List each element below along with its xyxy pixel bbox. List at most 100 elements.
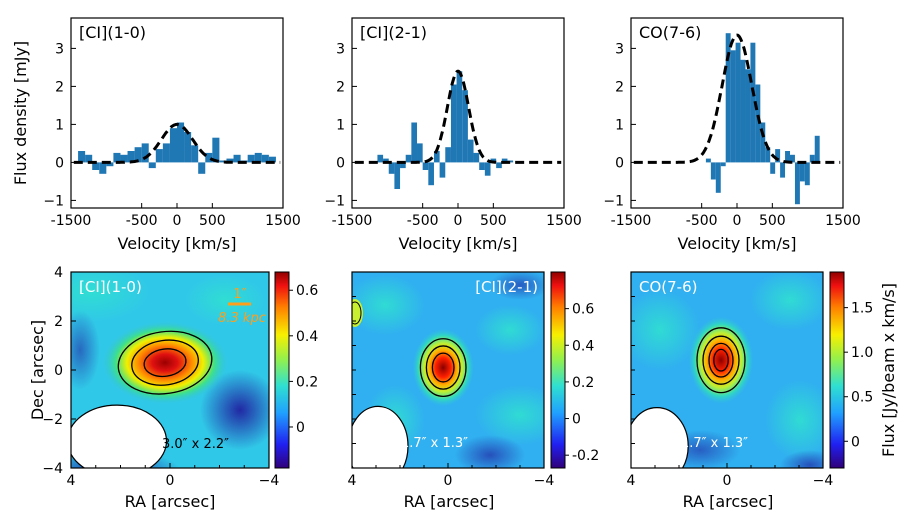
beam-size-label: 1.7″ x 1.3″ [681, 436, 748, 451]
x-tick-label: -1500 [611, 213, 652, 229]
histogram-bar [226, 158, 234, 163]
histogram-bar [780, 162, 786, 178]
maps-y-axis-label: Dec [arcsec] [28, 320, 47, 420]
y-tick-label: 0 [336, 155, 345, 171]
histogram-bar [377, 154, 384, 163]
x-tick-label: -500 [407, 213, 439, 229]
colorbar-strip [274, 271, 290, 469]
histogram-bar [755, 84, 761, 163]
histogram-bar [106, 162, 114, 167]
x-tick-label: 0 [454, 213, 463, 229]
histogram-bar [433, 151, 440, 163]
histogram-bar [113, 152, 121, 163]
y-tick-label: −1 [43, 193, 64, 209]
histogram-bar [770, 162, 776, 174]
x-tick-label: 0 [173, 213, 182, 229]
x-tick-label: 500 [199, 213, 226, 229]
histogram-bar [162, 143, 170, 163]
histogram-bar [78, 151, 86, 163]
scale-bar-physical-label: 8.3 kpc [218, 311, 266, 326]
histogram-bar [155, 149, 163, 163]
y-tick-label: 0 [54, 363, 63, 379]
beam-ellipse [631, 407, 689, 468]
colorbar-tick-label: 0 [572, 412, 581, 428]
histogram-bar [507, 160, 514, 163]
map-title: CO(7-6) [639, 278, 697, 296]
colorbar: 1.5 1.0 0.5 0 [829, 271, 873, 469]
gaussian-fit-line [354, 69, 562, 164]
histogram-bar [710, 162, 716, 180]
y-tick-label: 4 [54, 265, 63, 281]
beam-size-label: 1.7″ x 1.3″ [401, 436, 468, 451]
histogram-bar [394, 162, 401, 189]
gaussian-fit-line [633, 33, 841, 164]
y-tick-label: 2 [54, 314, 63, 330]
colorbar-label: Flux [Jy/beam x km/s] [879, 283, 898, 457]
histogram-bar [501, 158, 508, 163]
contour-line [425, 345, 461, 390]
spectrum-panel-ci21: [CI](2-1) -1500 -500 0 500 1500 −1 0 1 2 3 [324, 17, 582, 229]
colorbar-strip [829, 271, 845, 469]
emission-blob [412, 328, 474, 407]
contour-line [117, 330, 213, 395]
histogram-bar [85, 154, 93, 163]
histogram-bar [456, 71, 463, 163]
y-tick-label: 3 [615, 41, 624, 57]
x-tick-label: −4 [534, 473, 555, 489]
histogram-bar [775, 149, 781, 163]
maps-x-axis-label-1: RA [arcsec] [125, 492, 216, 511]
colorbar-tick-label: 1.0 [851, 345, 873, 361]
gaussian-fit-line [73, 122, 281, 164]
histogram-bar [462, 90, 468, 163]
spectrum-title: [CI](2-1) [360, 23, 427, 42]
x-tick-label: 4 [627, 473, 636, 489]
x-tick-label: -1500 [332, 213, 373, 229]
map-title: [CI](2-1) [475, 278, 538, 296]
colorbar-tick-label: -0.2 [572, 448, 599, 464]
spectra-x-axis-label-1: Velocity [km/s] [118, 234, 237, 253]
histogram-bar [428, 162, 434, 186]
x-tick-label: -500 [686, 213, 718, 229]
histogram-bar [233, 154, 241, 163]
axes-frame [70, 17, 284, 209]
y-tick-label: 2 [615, 79, 624, 95]
histogram-bar [439, 162, 446, 178]
histogram-bar [99, 162, 107, 174]
y-tick-label: 3 [336, 41, 345, 57]
histogram-bar [148, 162, 156, 169]
x-tick-label: 0 [733, 213, 742, 229]
contour-line [713, 348, 729, 372]
colorbar-tick-label: 0.6 [296, 283, 318, 299]
spectra-x-axis-label-3: Velocity [km/s] [678, 234, 797, 253]
x-tick-label: 500 [480, 213, 507, 229]
y-tick-label: 2 [336, 79, 345, 95]
histogram-bar [467, 139, 474, 163]
y-tick-label: −1 [324, 193, 345, 209]
colorbar-tick-label: 0.2 [572, 375, 594, 391]
x-tick-label: 1500 [265, 213, 301, 229]
histogram-bar [740, 59, 746, 163]
spectrum-title: [CI](1-0) [79, 23, 146, 42]
contour-line [143, 348, 187, 378]
histogram-bar [799, 162, 805, 182]
histogram-bar [247, 154, 255, 163]
histogram-bar [400, 162, 406, 169]
histogram-bar [705, 158, 711, 163]
contour-line [708, 342, 734, 378]
histogram-bar [383, 158, 389, 163]
y-tick-label: −2 [42, 412, 63, 428]
colorbar-tick-label: 0.4 [572, 338, 594, 354]
colorbar: 0.6 0.4 0.2 0 -0.2 [550, 271, 599, 469]
maps-x-axis-label-3: RA [arcsec] [683, 492, 774, 511]
histogram-bar [809, 154, 815, 163]
histogram-bar [141, 143, 149, 163]
histogram-bar [127, 151, 135, 163]
colorbar-tick-label: 0 [296, 420, 305, 436]
y-tick-label: 0 [55, 155, 64, 171]
beam-ellipse [352, 405, 409, 468]
spectra-y-axis-label: Flux density [mJy] [11, 41, 30, 185]
y-tick-label: 1 [336, 117, 345, 133]
histogram-bar [725, 33, 731, 163]
histogram-bar [388, 162, 395, 174]
x-tick-label: 4 [67, 473, 76, 489]
